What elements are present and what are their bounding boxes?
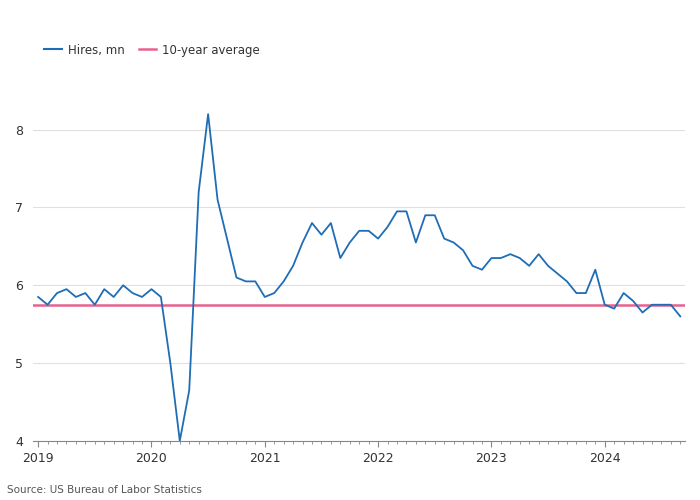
Text: Source: US Bureau of Labor Statistics: Source: US Bureau of Labor Statistics bbox=[7, 485, 202, 495]
Legend: Hires, mn, 10-year average: Hires, mn, 10-year average bbox=[39, 39, 265, 61]
